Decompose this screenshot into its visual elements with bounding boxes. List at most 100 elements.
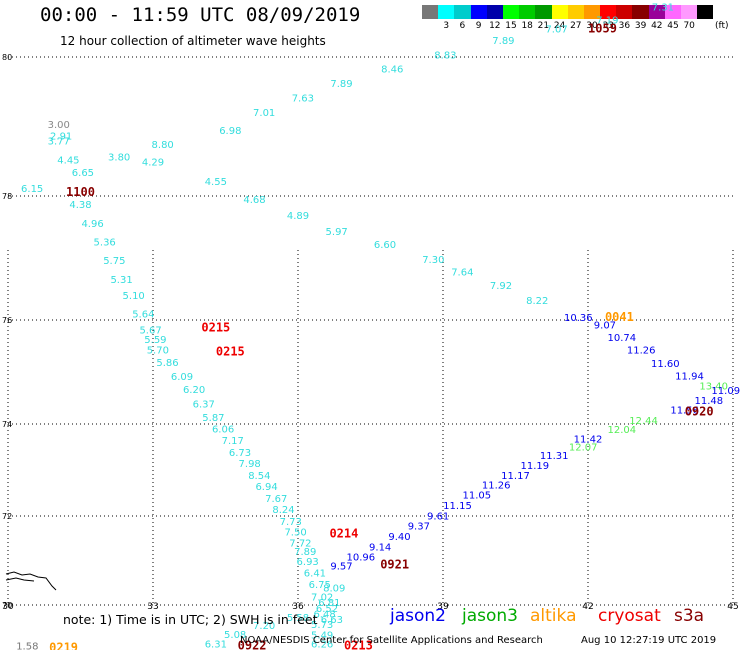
pass-time-label: 0041 <box>605 310 634 324</box>
pass-time-label: 0921 <box>380 558 409 572</box>
swh-value-label: 8.46 <box>381 64 403 75</box>
swh-value-label: 7.01 <box>253 108 275 119</box>
swh-value-label: 7.07 <box>545 25 567 36</box>
colorbar-label: 9 <box>475 21 482 31</box>
swh-value-label: 6.37 <box>193 399 215 410</box>
swh-value-label: 5.70 <box>147 345 169 356</box>
swh-value-label: 6.48 <box>313 609 335 620</box>
swh-value-label: 6.98 <box>219 126 241 137</box>
swh-value-label: 9.37 <box>408 521 430 532</box>
colorbar-label: 21 <box>537 21 550 31</box>
colorbar-label: 24 <box>553 21 566 31</box>
colorbar-swatch <box>422 5 439 19</box>
swh-value-label: 9.14 <box>369 543 391 554</box>
swh-value-label: 1.58 <box>16 642 38 650</box>
lon-tick-label: 39 <box>437 602 449 612</box>
swh-value-label: 9.40 <box>388 532 410 543</box>
colorbar-swatch <box>648 5 665 19</box>
legend-jason2: jason2 <box>390 606 446 626</box>
swh-value-label: 7.64 <box>451 267 473 278</box>
footer-note: note: 1) Time is in UTC; 2) SWH is in fe… <box>63 612 318 627</box>
swh-value-label: 4.45 <box>57 155 79 166</box>
swh-value-label: 11.26 <box>482 480 511 491</box>
swh-value-label: 13.40 <box>699 382 728 393</box>
swh-value-label: 2.91 <box>50 132 72 143</box>
swh-value-label: 7.92 <box>490 281 512 292</box>
swh-value-label: 7.17 <box>222 436 244 447</box>
swh-value-label: 5.73 <box>311 620 333 631</box>
swh-value-label: 12.04 <box>608 425 637 436</box>
swh-value-label: 5.59 <box>144 335 166 346</box>
swh-value-label: 7.89 <box>294 547 316 558</box>
swh-value-label: 7.31 <box>652 2 674 13</box>
swh-value-label: 6.52 <box>316 604 338 615</box>
credit-text: NOAA/NESDIS Center for Satellite Applica… <box>240 635 543 646</box>
swh-value-label: 7.19 <box>596 16 618 27</box>
swh-value-label: 6.41 <box>304 569 326 580</box>
swh-value-label: 5.64 <box>132 310 154 321</box>
legend-s3a: s3a <box>674 606 705 626</box>
colorbar-label: 70 <box>683 21 695 31</box>
colorbar-swatch <box>616 5 633 19</box>
swh-value-label: 8.22 <box>526 296 548 307</box>
colorbar-label: 12 <box>489 21 501 31</box>
swh-value-label: 9.07 <box>594 320 616 331</box>
swh-value-label: 11.56 <box>670 406 699 417</box>
swh-value-label: 11.31 <box>540 451 569 462</box>
swh-value-label: 6.93 <box>297 557 319 568</box>
swh-value-label: 5.86 <box>156 358 178 369</box>
lat-tick-label: 72 <box>2 512 12 521</box>
legend-altika: altika <box>530 606 577 626</box>
swh-value-label: 6.20 <box>183 385 205 396</box>
swh-value-label: 11.19 <box>521 461 550 472</box>
swh-value-label: 9.57 <box>330 561 352 572</box>
swh-value-label: 7.89 <box>330 79 352 90</box>
swh-value-label: 8.83 <box>434 50 456 61</box>
swh-value-label: 5.67 <box>139 326 161 337</box>
swh-value-label: 8.24 <box>272 505 294 516</box>
swh-value-label: 5.10 <box>123 291 145 302</box>
generated-timestamp: Aug 10 12:27:19 UTC 2019 <box>581 635 717 646</box>
lat-tick-label: 76 <box>2 316 12 325</box>
colorbar-swatch <box>502 5 520 19</box>
colorbar-swatch <box>519 5 536 19</box>
swh-value-label: 6.73 <box>229 448 251 459</box>
swh-value-label: 11.09 <box>711 386 740 397</box>
swh-value-label: 10.36 <box>564 313 593 324</box>
lat-tick-label: 70 <box>2 601 12 610</box>
colorbar-swatch <box>438 5 455 19</box>
swh-value-label: 12.44 <box>629 416 658 427</box>
swh-value-label: 5.75 <box>103 256 125 267</box>
colorbar-label: 3 <box>443 21 450 31</box>
swh-value-label: 3.77 <box>48 137 70 148</box>
swh-value-label: 11.17 <box>501 471 530 482</box>
colorbar-label: 27 <box>570 21 582 31</box>
swh-value-label: 12.07 <box>569 443 598 454</box>
swh-value-label: 7.50 <box>284 528 306 539</box>
swh-value-label: 8.09 <box>323 584 345 595</box>
swh-value-label: 6.81 <box>318 598 340 609</box>
swh-value-label: 7.67 <box>265 494 287 505</box>
pass-time-label: 1100 <box>66 185 95 199</box>
swh-value-label: 4.89 <box>287 211 309 222</box>
pass-time-label: 0922 <box>238 639 267 650</box>
legend-cryosat: cryosat <box>598 606 661 626</box>
pass-time-label: 1059 <box>588 22 617 36</box>
lon-tick-label: 30 <box>2 602 14 612</box>
coastline <box>5 577 35 582</box>
colorbar-label: 30 <box>586 21 598 31</box>
swh-value-label: 7.89 <box>492 36 514 47</box>
swh-value-label: 6.60 <box>374 240 396 251</box>
swh-value-label: 4.55 <box>205 177 227 188</box>
swh-value-label: 8.54 <box>248 471 270 482</box>
swh-value-label: 7.73 <box>280 517 302 528</box>
colorbar-swatch <box>697 5 714 19</box>
swh-value-label: 6.75 <box>309 580 331 591</box>
colorbar-units: (ft) <box>715 21 729 31</box>
colorbar-label: 39 <box>634 21 647 31</box>
pass-time-label: 0219 <box>49 641 78 650</box>
swh-value-label: 4.68 <box>243 195 265 206</box>
swh-value-label: 4.96 <box>81 219 103 230</box>
swh-value-label: 5.97 <box>326 227 348 238</box>
